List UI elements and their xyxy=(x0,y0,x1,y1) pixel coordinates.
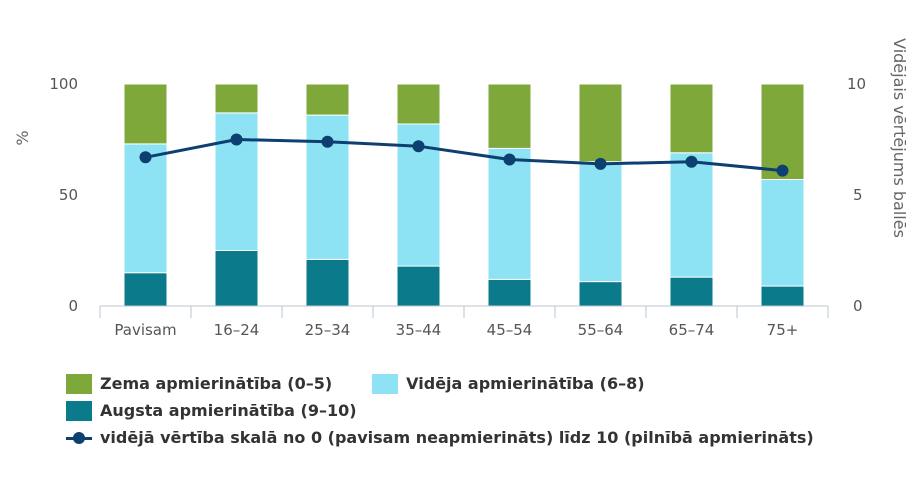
x-tick-label: 25–34 xyxy=(305,321,351,339)
legend-swatch-medium xyxy=(372,373,399,394)
bar-segment-medium[interactable] xyxy=(487,147,532,280)
bar-group xyxy=(123,83,805,307)
legend-label-low: Zema apmierinātība (0–5) xyxy=(100,374,333,393)
y2-axis-label: Vidējais vērtējums ballēs xyxy=(890,38,909,238)
bar-segment-low[interactable] xyxy=(396,83,441,125)
bar-segment-high[interactable] xyxy=(305,258,350,307)
x-tick-label: Pavisam xyxy=(114,321,176,339)
average-point[interactable] xyxy=(230,133,243,146)
bar-segment-high[interactable] xyxy=(123,272,168,307)
average-point[interactable] xyxy=(776,164,789,177)
average-point[interactable] xyxy=(321,135,334,148)
bar-segment-high[interactable] xyxy=(669,276,714,307)
legend-swatch-high xyxy=(66,400,92,421)
legend-label-high: Augsta apmierinātība (9–10) xyxy=(100,401,357,420)
bar-segment-medium[interactable] xyxy=(669,152,714,278)
legend-label-medium: Vidēja apmierinātība (6–8) xyxy=(406,374,645,393)
average-point[interactable] xyxy=(685,155,698,168)
bar-segment-low[interactable] xyxy=(487,83,532,149)
average-line-group xyxy=(139,133,789,177)
bar-segment-high[interactable] xyxy=(760,285,805,307)
legend-row: Zema apmierinātība (0–5) Vidēja apmierin… xyxy=(66,370,906,397)
bar-segment-medium[interactable] xyxy=(123,143,168,274)
y-tick-label: 100 xyxy=(49,75,78,93)
y2-tick-label: 5 xyxy=(853,186,863,204)
legend-row: vidējā vērtība skalā no 0 (pavisam neapm… xyxy=(66,424,906,451)
x-tick-label: 35–44 xyxy=(396,321,442,339)
x-tick-label: 55–64 xyxy=(578,321,624,339)
bar-segment-medium[interactable] xyxy=(578,161,623,283)
bar-segment-low[interactable] xyxy=(305,83,350,116)
bar-segment-high[interactable] xyxy=(214,250,259,307)
x-tick-label: 16–24 xyxy=(214,321,260,339)
x-tick-marks xyxy=(99,306,829,318)
legend-row: Augsta apmierinātība (9–10) xyxy=(66,397,906,424)
bar-segment-low[interactable] xyxy=(123,83,168,145)
x-tick-label: 45–54 xyxy=(487,321,533,339)
y-tick-label: 50 xyxy=(59,186,78,204)
bar-segment-low[interactable] xyxy=(578,83,623,163)
y2-tick-label: 10 xyxy=(847,75,866,93)
bar-segment-high[interactable] xyxy=(396,265,441,307)
x-tick-labels: Pavisam 16–24 25–34 35–44 45–54 55–64 65–74 75+ xyxy=(114,321,798,339)
bar-segment-high[interactable] xyxy=(487,278,532,307)
legend-item-high[interactable]: Augsta apmierinātība (9–10) xyxy=(66,400,357,421)
average-point[interactable] xyxy=(139,151,152,164)
y-axis-label: % xyxy=(13,130,32,145)
bar-segment-high[interactable] xyxy=(578,281,623,307)
chart: % Vidējais vērtējums ballēs 100 50 0 10 … xyxy=(13,38,909,339)
average-point[interactable] xyxy=(412,140,425,153)
y-tick-label: 0 xyxy=(68,297,78,315)
legend-item-average[interactable]: vidējā vērtība skalā no 0 (pavisam neapm… xyxy=(66,428,814,448)
average-series-line xyxy=(145,138,783,173)
bar-segment-low[interactable] xyxy=(669,83,714,154)
bar-segment-low[interactable] xyxy=(760,83,805,180)
y2-tick-label: 0 xyxy=(853,297,863,315)
legend-item-medium[interactable]: Vidēja apmierinātība (6–8) xyxy=(372,373,645,394)
legend-swatch-average xyxy=(66,428,92,448)
x-tick-label: 75+ xyxy=(767,321,799,339)
legend-swatch-low xyxy=(66,373,92,394)
legend-label-average: vidējā vērtība skalā no 0 (pavisam neapm… xyxy=(100,428,814,447)
x-tick-label: 65–74 xyxy=(669,321,715,339)
bar-segment-medium[interactable] xyxy=(760,179,805,287)
legend: Zema apmierinātība (0–5) Vidēja apmierin… xyxy=(66,370,906,451)
bar-segment-low[interactable] xyxy=(214,83,259,114)
average-point[interactable] xyxy=(594,157,607,170)
average-point[interactable] xyxy=(503,153,516,166)
legend-item-low[interactable]: Zema apmierinātība (0–5) xyxy=(66,373,333,394)
